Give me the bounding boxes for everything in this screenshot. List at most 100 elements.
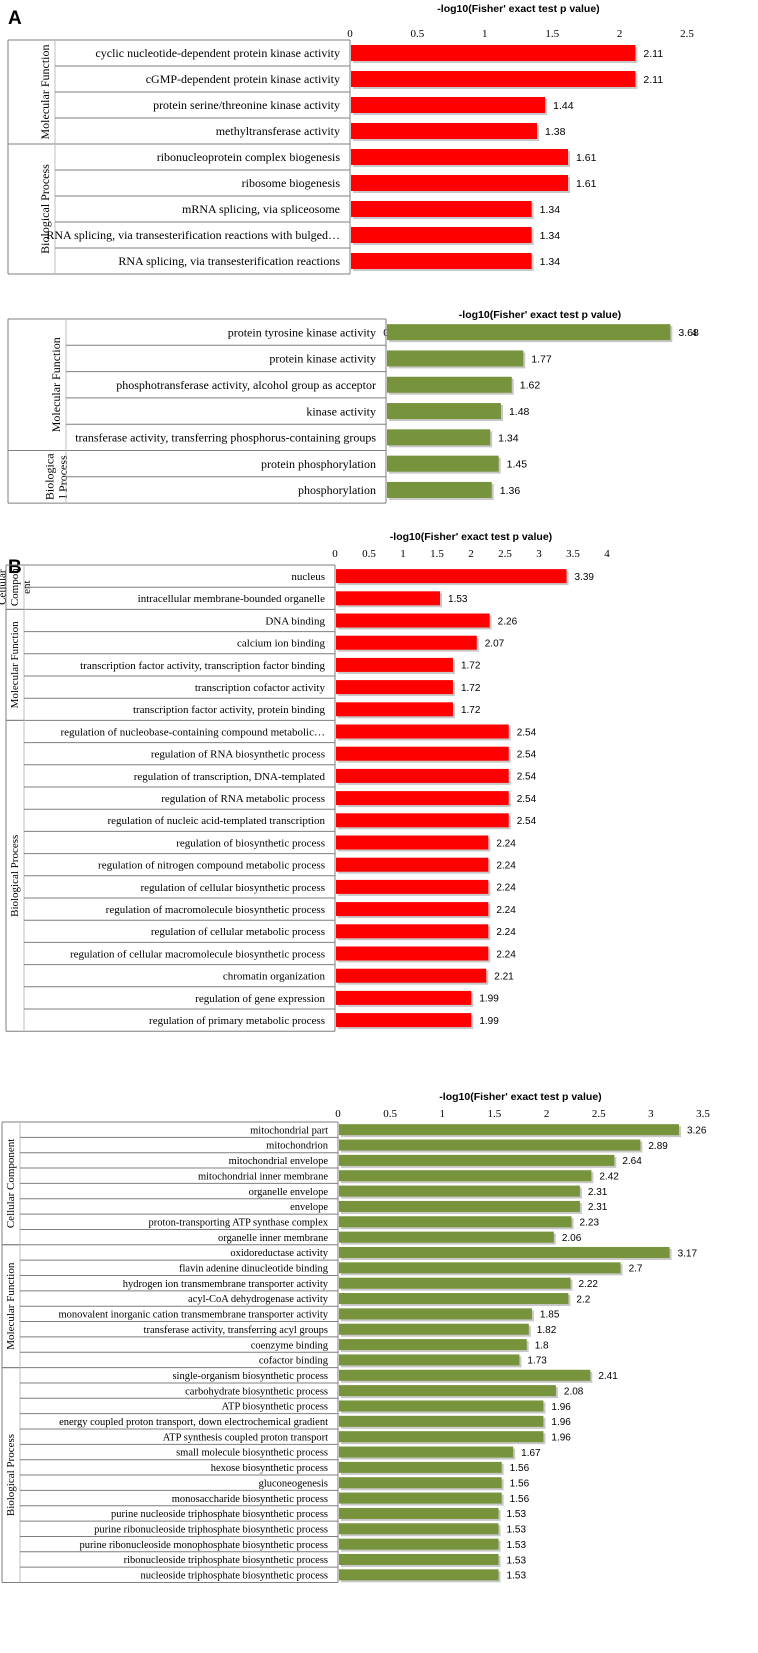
value-label: 1.45 <box>507 459 528 471</box>
value-label: 1.85 <box>540 1310 560 1321</box>
category-label: kinase activity <box>306 404 376 418</box>
axis-title: -log10(Fisher' exact test p value) <box>439 1091 601 1103</box>
value-label: 1.82 <box>537 1325 557 1336</box>
axis-title: -log10(Fisher' exact test p value) <box>390 531 552 543</box>
category-label: nucleus <box>291 571 325 583</box>
value-label: 1.96 <box>551 1417 571 1428</box>
value-label: 2.07 <box>485 639 505 650</box>
tick-label: 4 <box>604 548 610 560</box>
bar <box>339 1569 499 1581</box>
category-label: ribonucleoprotein complex biogenesis <box>157 150 341 164</box>
value-label: 1.96 <box>551 1432 571 1443</box>
value-label: 1.53 <box>448 594 468 605</box>
value-label: 1.99 <box>479 994 499 1005</box>
group-label: Molecular Function <box>38 45 52 140</box>
tick-label: 0.5 <box>383 1108 397 1120</box>
tick-label: 1 <box>482 28 488 40</box>
value-label: 1.56 <box>510 1463 530 1474</box>
value-label: 1.99 <box>479 1016 499 1027</box>
axis-title: -log10(Fisher' exact test p value) <box>437 3 599 15</box>
bar <box>339 1369 591 1381</box>
value-label: 1.53 <box>507 1555 527 1566</box>
value-label: 2.08 <box>564 1386 584 1397</box>
bar <box>339 1477 502 1489</box>
bar <box>336 924 489 939</box>
category-label: protein tyrosine kinase activity <box>228 325 376 339</box>
chart-a-green: -log10(Fisher' exact test p value)00.511… <box>7 309 699 504</box>
tick-label: 4 <box>691 327 697 339</box>
value-label: 2.54 <box>517 794 537 805</box>
tick-label: 1.5 <box>545 28 559 40</box>
category-label: single-organism biosynthetic process <box>172 1371 328 1382</box>
tick-label: 1.5 <box>488 1108 502 1120</box>
bar <box>336 946 489 961</box>
value-label: 2.26 <box>498 616 518 627</box>
category-label: organelle inner membrane <box>218 1233 328 1244</box>
bar <box>351 123 538 139</box>
value-label: 3.17 <box>678 1248 698 1259</box>
bar <box>351 175 569 191</box>
tick-label: 0.5 <box>362 548 376 560</box>
value-label: 2.22 <box>579 1279 599 1290</box>
bar <box>339 1415 544 1427</box>
group-label: Molecular Function <box>5 1262 17 1350</box>
category-label: purine ribonucleoside triphosphate biosy… <box>94 1524 328 1535</box>
category-label: phosphorylation <box>298 483 376 497</box>
value-label: 1.44 <box>553 100 574 112</box>
value-label: 1.56 <box>510 1494 530 1505</box>
bar <box>339 1538 499 1550</box>
bar <box>339 1185 580 1197</box>
category-label: mitochondrial envelope <box>229 1156 329 1167</box>
tick-label: 2 <box>468 548 474 560</box>
bar <box>336 724 509 739</box>
bar <box>351 201 532 217</box>
bar <box>351 97 546 113</box>
bar <box>336 902 489 917</box>
bar <box>339 1231 554 1243</box>
category-label: monovalent inorganic cation transmembran… <box>58 1310 328 1321</box>
category-label: envelope <box>290 1202 328 1213</box>
category-label: energy coupled proton transport, down el… <box>59 1417 328 1428</box>
category-label: flavin adenine dinucleotide binding <box>179 1264 329 1275</box>
bar <box>339 1553 499 1565</box>
value-label: 2.11 <box>643 74 663 86</box>
value-label: 1.72 <box>461 705 481 716</box>
category-label: transcription factor activity, protein b… <box>133 704 326 716</box>
bar <box>336 746 509 761</box>
category-label: DNA binding <box>265 615 325 627</box>
category-label: organelle envelope <box>249 1187 329 1198</box>
group-label: Biological Process <box>9 835 21 917</box>
value-label: 1.8 <box>535 1340 549 1351</box>
bar <box>336 613 490 628</box>
category-label: ribonucleoside triphosphate biosynthetic… <box>124 1555 328 1566</box>
category-label: regulation of cellular biosynthetic proc… <box>141 882 326 894</box>
tick-label: 2 <box>544 1108 550 1120</box>
category-label: acyl-CoA dehydrogenase activity <box>188 1294 329 1305</box>
value-label: 2.2 <box>576 1294 590 1305</box>
tick-label: 3.5 <box>566 548 580 560</box>
tick-label: 3.5 <box>696 1108 710 1120</box>
value-label: 1.53 <box>507 1571 527 1582</box>
value-label: 1.34 <box>540 230 561 242</box>
bar <box>339 1216 572 1228</box>
category-label: coenzyme binding <box>251 1340 329 1351</box>
panel-letter-b: B <box>8 557 22 578</box>
tick-label: 3 <box>648 1108 654 1120</box>
value-label: 1.61 <box>576 152 597 164</box>
panel-letter-a: A <box>8 8 22 29</box>
value-label: 2.24 <box>496 949 516 960</box>
bar <box>339 1461 502 1473</box>
value-label: 1.38 <box>545 126 566 138</box>
value-label: 2.7 <box>629 1264 643 1275</box>
category-label: protein kinase activity <box>269 352 376 366</box>
category-label: proton-transporting ATP synthase complex <box>148 1217 328 1228</box>
bar <box>339 1262 621 1274</box>
value-label: 1.48 <box>509 406 530 418</box>
value-label: 1.62 <box>520 380 541 392</box>
value-label: 2.24 <box>496 883 516 894</box>
bar <box>339 1492 502 1504</box>
tick-label: 0 <box>332 548 338 560</box>
category-label: mitochondrion <box>266 1141 329 1152</box>
value-label: 2.54 <box>517 772 537 783</box>
value-label: 2.21 <box>494 972 514 983</box>
